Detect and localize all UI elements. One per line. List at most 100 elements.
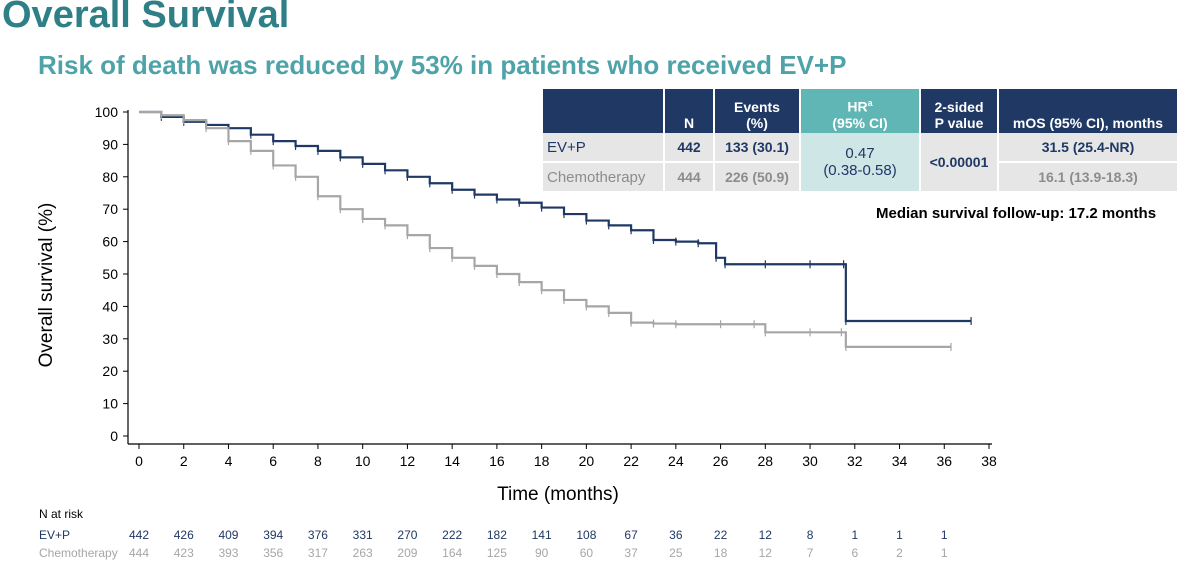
slide-subtitle: Risk of death was reduced by 53% in pati… <box>38 50 847 80</box>
y-tick-label: 70 <box>102 201 118 217</box>
y-tick-label: 50 <box>102 266 118 282</box>
hr-value: 0.47 <box>845 145 875 162</box>
x-tick-label: 36 <box>936 453 952 469</box>
risk-count: 12 <box>759 528 773 542</box>
table-row: Chemotherapy 444 226 (50.9) 16.1 (13.9-1… <box>543 162 1179 193</box>
y-tick-label: 60 <box>102 234 118 250</box>
risk-count: 2 <box>896 546 903 560</box>
hr-ci: (0.38-0.58) <box>823 162 897 179</box>
header-hr-line1: HR <box>847 99 868 115</box>
risk-count: 444 <box>129 546 149 560</box>
followup-note: Median survival follow-up: 17.2 months <box>876 205 1157 222</box>
risk-row-label: EV+P <box>39 528 70 542</box>
y-tick-label: 100 <box>95 104 119 120</box>
risk-count: 37 <box>624 546 638 560</box>
risk-count: 108 <box>576 528 596 542</box>
events-value: 133 (30.1) <box>714 133 801 163</box>
risk-count: 442 <box>129 528 149 542</box>
x-tick-label: 26 <box>713 453 729 469</box>
risk-count: 1 <box>941 528 948 542</box>
risk-count: 7 <box>807 546 814 560</box>
x-tick-label: 10 <box>355 453 371 469</box>
x-tick-label: 24 <box>668 453 684 469</box>
x-tick-label: 28 <box>758 453 774 469</box>
header-hr: HRa (95% CI) <box>800 89 921 133</box>
risk-count: 263 <box>353 546 373 560</box>
x-tick-label: 30 <box>802 453 818 469</box>
risk-count: 426 <box>174 528 194 542</box>
risk-count: 6 <box>851 546 858 560</box>
risk-count: 222 <box>442 528 462 542</box>
x-tick-label: 6 <box>269 453 277 469</box>
x-tick-label: 8 <box>314 453 322 469</box>
events-value: 226 (50.9) <box>714 162 801 193</box>
x-tick-label: 12 <box>400 453 416 469</box>
arm-label: EV+P <box>543 133 665 163</box>
risk-count: 36 <box>669 528 683 542</box>
risk-count: 209 <box>397 546 417 560</box>
risk-count: 141 <box>532 528 552 542</box>
header-p-line2: P value <box>934 115 984 131</box>
risk-count: 164 <box>442 546 462 560</box>
x-tick-label: 16 <box>489 453 505 469</box>
x-tick-label: 0 <box>135 453 143 469</box>
y-tick-label: 20 <box>102 363 118 379</box>
mos-value: 16.1 (13.9-18.3) <box>998 162 1179 193</box>
risk-row-label: Chemotherapy <box>39 546 118 560</box>
x-tick-label: 22 <box>623 453 639 469</box>
x-axis-label: Time (months) <box>497 484 619 505</box>
p-value: <0.00001 <box>920 133 999 193</box>
survival-curves <box>139 110 972 351</box>
slide-title: Overall Survival <box>2 0 290 36</box>
header-mos: mOS (95% CI), months <box>998 89 1179 133</box>
x-tick-label: 2 <box>180 453 188 469</box>
risk-count: 1 <box>851 528 858 542</box>
y-tick-label: 40 <box>102 298 118 314</box>
x-tick-label: 32 <box>847 453 863 469</box>
y-axis-label: Overall survival (%) <box>36 203 57 368</box>
risk-count: 18 <box>714 546 728 560</box>
results-table: N Events (%) HRa (95% CI) 2-sided P valu… <box>543 89 1179 193</box>
header-events: Events (%) <box>714 89 801 133</box>
risk-count: 393 <box>218 546 238 560</box>
results-table-header: N Events (%) HRa (95% CI) 2-sided P valu… <box>543 89 1179 133</box>
n-value: 442 <box>664 133 715 163</box>
x-tick-label: 34 <box>892 453 908 469</box>
risk-table-title: N at risk <box>39 507 84 521</box>
risk-count: 409 <box>218 528 238 542</box>
risk-count: 8 <box>807 528 814 542</box>
y-tick-label: 10 <box>102 396 118 412</box>
y-tick-label: 0 <box>110 428 118 444</box>
y-tick-label: 90 <box>102 136 118 152</box>
x-tick-label: 38 <box>981 453 997 469</box>
x-tick-label: 4 <box>225 453 233 469</box>
risk-count: 1 <box>896 528 903 542</box>
risk-count: 125 <box>487 546 507 560</box>
risk-count: 60 <box>580 546 594 560</box>
risk-count: 22 <box>714 528 728 542</box>
risk-count: 356 <box>263 546 283 560</box>
y-tick-label: 80 <box>102 169 118 185</box>
header-p: 2-sided P value <box>920 89 999 133</box>
header-hr-line2: (95% CI) <box>832 115 888 131</box>
risk-count: 331 <box>353 528 373 542</box>
y-tick-label: 30 <box>102 331 118 347</box>
risk-count: 25 <box>669 546 683 560</box>
risk-count: 270 <box>397 528 417 542</box>
hr-cell: 0.47 (0.38-0.58) <box>800 133 921 193</box>
risk-count: 1 <box>941 546 948 560</box>
risk-count: 67 <box>624 528 638 542</box>
n-value: 444 <box>664 162 715 193</box>
x-tick-label: 14 <box>444 453 460 469</box>
arm-label: Chemotherapy <box>543 162 665 193</box>
risk-count: 317 <box>308 546 328 560</box>
risk-count: 182 <box>487 528 507 542</box>
header-p-line1: 2-sided <box>934 99 984 115</box>
x-tick-label: 20 <box>579 453 595 469</box>
risk-count: 376 <box>308 528 328 542</box>
risk-count: 394 <box>263 528 283 542</box>
x-tick-label: 18 <box>534 453 550 469</box>
